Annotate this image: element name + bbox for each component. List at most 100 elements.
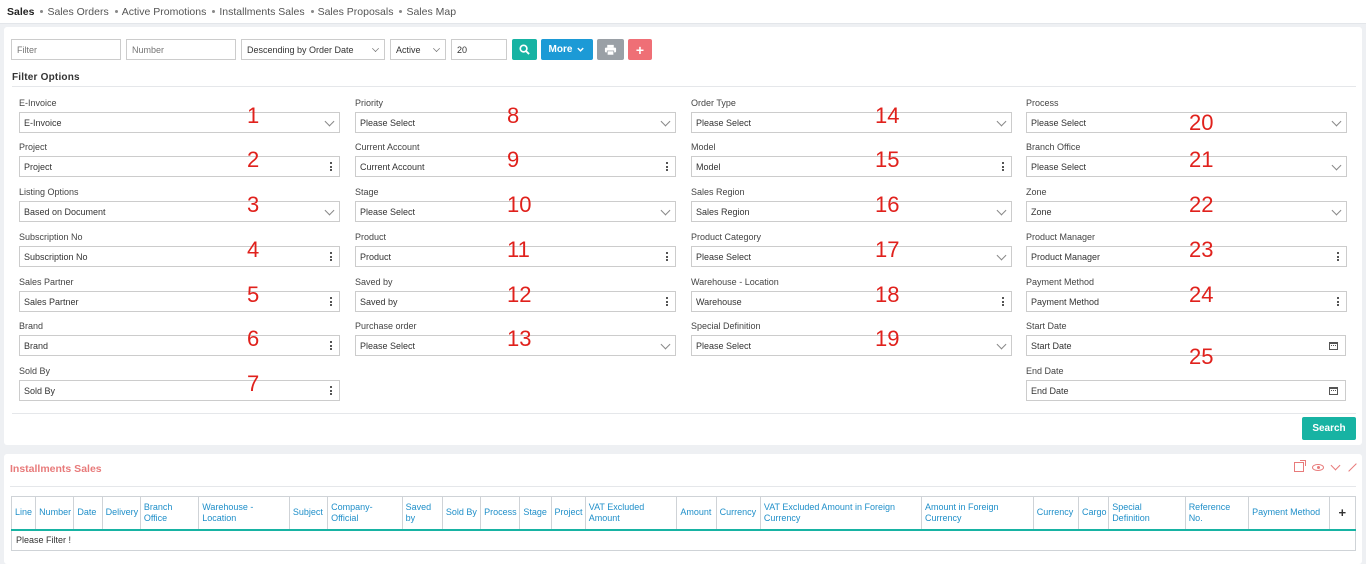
column-header-stage[interactable]: Stage xyxy=(519,496,552,531)
column-header-process[interactable]: Process xyxy=(480,496,521,531)
expand-icon[interactable] xyxy=(1347,463,1356,472)
nav-installments-sales[interactable]: Installments Sales xyxy=(212,6,305,18)
annotation-number: 23 xyxy=(1189,237,1214,262)
lookup-field[interactable]: Payment Method xyxy=(1026,291,1347,312)
column-header-vat-excluded-amount-in-foreign-currency[interactable]: VAT Excluded Amount in Foreign Currency xyxy=(759,496,922,531)
more-options-button[interactable] xyxy=(1330,246,1347,267)
filter-search-button[interactable]: Search xyxy=(1302,417,1356,440)
column-header-line[interactable]: Line xyxy=(10,496,37,531)
lookup-field[interactable]: Product xyxy=(355,246,676,267)
calendar-button[interactable] xyxy=(1321,380,1346,401)
select-field[interactable]: Please Select xyxy=(355,335,676,356)
eye-icon[interactable] xyxy=(1312,463,1324,471)
date-field[interactable]: Start Date xyxy=(1026,335,1346,356)
select-field[interactable]: Please Select xyxy=(1026,156,1347,177)
column-header-payment-method[interactable]: Payment Method xyxy=(1248,496,1330,531)
field-value: Please Select xyxy=(360,340,416,351)
more-options-button[interactable] xyxy=(323,380,340,401)
annotation-number: 13 xyxy=(507,326,532,351)
more-options-button[interactable] xyxy=(659,156,676,177)
kebab-icon xyxy=(1002,296,1004,307)
more-options-button[interactable] xyxy=(323,246,340,267)
annotation-number: 15 xyxy=(875,147,900,172)
more-options-button[interactable] xyxy=(323,291,340,312)
column-header-special-definition[interactable]: Special Definition xyxy=(1108,496,1186,531)
column-header-currency[interactable]: Currency xyxy=(715,496,761,531)
lookup-field[interactable]: Saved by xyxy=(355,291,676,312)
column-header-warehouse-location[interactable]: Warehouse - Location xyxy=(198,496,290,531)
nav-sales-orders-label: Sales Orders xyxy=(47,5,109,18)
select-field[interactable]: Please Select xyxy=(355,201,676,222)
lookup-field[interactable]: Sales Partner xyxy=(19,291,340,312)
lookup-field[interactable]: Model xyxy=(691,156,1012,177)
more-options-button[interactable] xyxy=(659,246,676,267)
select-field[interactable]: Please Select xyxy=(691,246,1012,267)
status-select-value: Active xyxy=(396,44,421,55)
select-field[interactable]: E-Invoice xyxy=(19,112,340,133)
column-header-branch-office[interactable]: Branch Office xyxy=(139,496,200,531)
chevron-down-icon xyxy=(1331,116,1342,127)
filter-field-current-account: Current Account Current Account xyxy=(355,141,676,177)
select-field[interactable]: Sales Region xyxy=(691,201,1012,222)
select-field[interactable]: Based on Document xyxy=(19,201,340,222)
lookup-field[interactable]: Sold By xyxy=(19,380,340,401)
select-field[interactable]: Please Select xyxy=(691,335,1012,356)
column-header-company-official[interactable]: Company-Official xyxy=(327,496,403,531)
add-button[interactable]: + xyxy=(628,39,652,60)
field-value: Sold By xyxy=(24,385,56,396)
more-options-button[interactable] xyxy=(995,156,1012,177)
print-button[interactable] xyxy=(597,39,624,60)
more-options-button[interactable] xyxy=(659,291,676,312)
column-header-saved-by[interactable]: Saved by xyxy=(401,496,443,531)
column-header-amount-in-foreign-currency[interactable]: Amount in Foreign Currency xyxy=(920,496,1034,531)
more-button[interactable]: More xyxy=(541,39,593,60)
column-header-amount[interactable]: Amount xyxy=(676,496,717,531)
column-header-project[interactable]: Project xyxy=(550,496,586,531)
column-header-sold-by[interactable]: Sold By xyxy=(441,496,482,531)
select-field[interactable]: Please Select xyxy=(691,112,1012,133)
divider xyxy=(12,413,1356,414)
lookup-field[interactable]: Product Manager xyxy=(1026,246,1347,267)
add-column-button[interactable]: + xyxy=(1328,496,1357,531)
lookup-field[interactable]: Warehouse xyxy=(691,291,1012,312)
filter-input[interactable] xyxy=(11,39,121,60)
column-header-reference-no[interactable]: Reference No. xyxy=(1184,496,1250,531)
export-icon[interactable] xyxy=(1294,460,1306,472)
select-field[interactable]: Zone xyxy=(1026,201,1347,222)
nav-sales-orders[interactable]: Sales Orders xyxy=(40,5,109,18)
number-input[interactable] xyxy=(126,39,236,60)
select-field[interactable]: Please Select xyxy=(355,112,676,133)
column-header-number[interactable]: Number xyxy=(35,496,75,531)
column-header-currency[interactable]: Currency xyxy=(1032,496,1080,531)
column-header-subject[interactable]: Subject xyxy=(288,496,329,531)
filter-panel: Descending by Order Date Active 20 More … xyxy=(4,27,1362,445)
lookup-field[interactable]: Current Account xyxy=(355,156,676,177)
kebab-icon xyxy=(330,161,332,172)
column-header-delivery[interactable]: Delivery xyxy=(101,496,141,531)
column-header-date[interactable]: Date xyxy=(73,496,103,531)
more-options-button[interactable] xyxy=(323,156,340,177)
date-field[interactable]: End Date xyxy=(1026,380,1346,401)
field-value: Sales Region xyxy=(696,206,750,217)
filter-field-sales-partner: Sales Partner Sales Partner xyxy=(19,276,340,312)
search-button[interactable] xyxy=(512,39,537,60)
calendar-button[interactable] xyxy=(1321,335,1346,356)
sort-select[interactable]: Descending by Order Date xyxy=(241,39,385,60)
column-header-vat-excluded-amount[interactable]: VAT Excluded Amount xyxy=(584,496,678,531)
nav-sales[interactable]: Sales xyxy=(7,6,34,18)
nav-sales-map[interactable]: Sales Map xyxy=(399,6,456,18)
lookup-field[interactable]: Brand xyxy=(19,335,340,356)
select-field[interactable]: Please Select xyxy=(1026,112,1347,133)
field-label: Product Manager xyxy=(1026,232,1096,242)
column-header-cargo[interactable]: Cargo xyxy=(1077,496,1110,531)
more-options-button[interactable] xyxy=(1330,291,1347,312)
more-options-button[interactable] xyxy=(995,291,1012,312)
nav-sales-proposals[interactable]: Sales Proposals xyxy=(310,6,393,18)
chevron-down-icon[interactable] xyxy=(1330,460,1341,470)
nav-active-promotions[interactable]: Active Promotions xyxy=(114,6,206,18)
status-select[interactable]: Active xyxy=(390,39,446,60)
more-options-button[interactable] xyxy=(323,335,340,356)
lookup-field[interactable]: Project xyxy=(19,156,340,177)
page-size-input[interactable]: 20 xyxy=(451,39,507,60)
lookup-field[interactable]: Subscription No xyxy=(19,246,340,267)
